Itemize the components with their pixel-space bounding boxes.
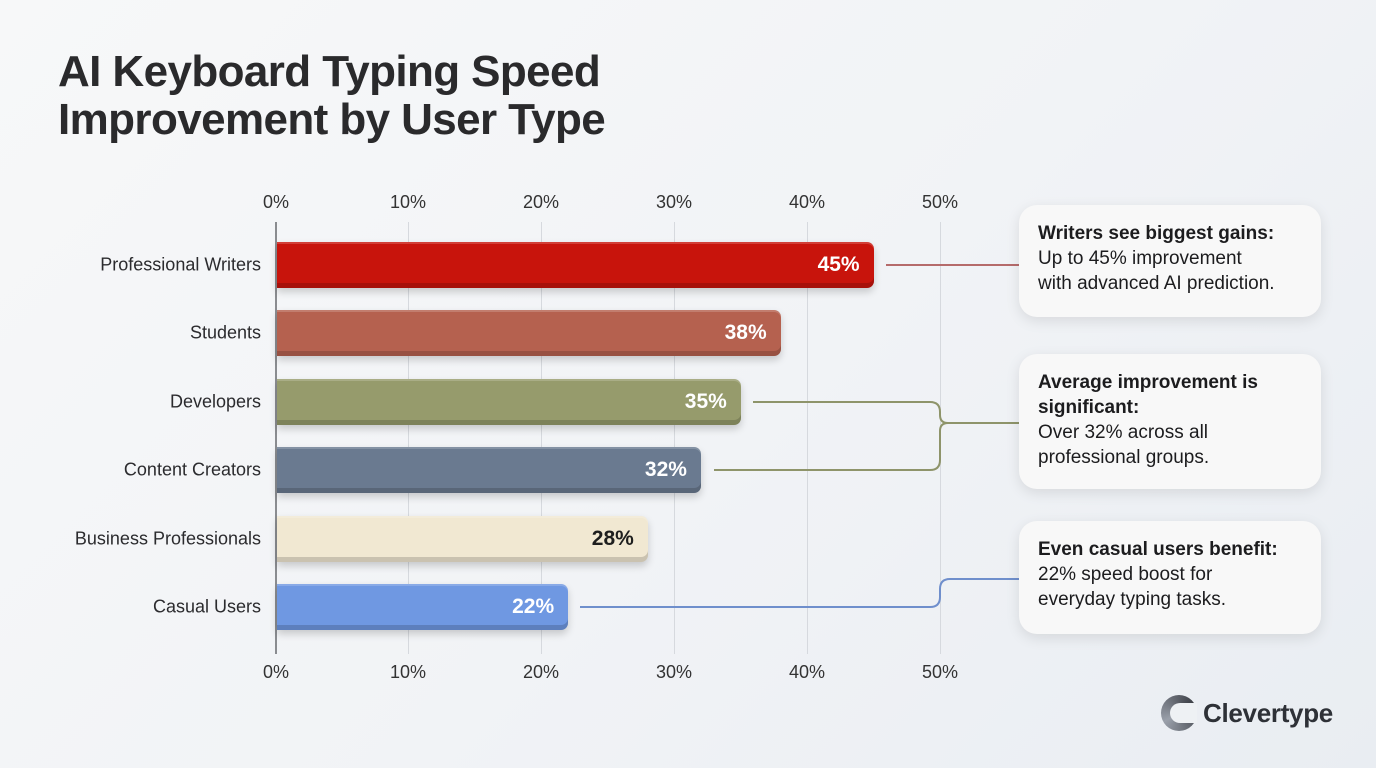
chart-title-line-1: AI Keyboard Typing Speed bbox=[58, 47, 601, 96]
connector-casual bbox=[580, 578, 1020, 608]
chart-title: AI Keyboard Typing Speed Improvement by … bbox=[58, 47, 606, 144]
x-axis-bottom: 0% 10% 20% 30% 40% 50% bbox=[0, 662, 1000, 686]
bar-value-label: 32% bbox=[644, 458, 687, 481]
brand-logo: Clevertype bbox=[1161, 695, 1333, 731]
x-tick-bottom: 50% bbox=[921, 662, 959, 682]
category-label-professional-writers: Professional Writers bbox=[100, 254, 261, 275]
gridline-10 bbox=[408, 222, 409, 654]
callout-line: with advanced AI prediction. bbox=[1038, 273, 1275, 294]
bar-value-label: 35% bbox=[684, 390, 727, 413]
bar-content-creators: 32% bbox=[277, 447, 701, 493]
callout-casual: Even casual users benefit: 22% speed boo… bbox=[1019, 521, 1321, 634]
x-axis-top: 0% 10% 20% 30% 40% 50% bbox=[0, 192, 1000, 216]
gridline-20 bbox=[541, 222, 542, 654]
gridline-30 bbox=[674, 222, 675, 654]
callout-line: Over 32% across all bbox=[1038, 422, 1209, 443]
x-tick-top: 0% bbox=[262, 192, 290, 212]
callout-heading: Even casual users benefit: bbox=[1038, 539, 1278, 560]
connector-average-bracket bbox=[714, 401, 1020, 471]
callout-line: professional groups. bbox=[1038, 447, 1210, 468]
callout-line: Up to 45% improvement bbox=[1038, 248, 1242, 269]
bar-value-label: 38% bbox=[724, 321, 767, 344]
x-tick-bottom: 20% bbox=[522, 662, 560, 682]
callout-line: everyday typing tasks. bbox=[1038, 589, 1226, 610]
gridline-50 bbox=[940, 222, 941, 654]
category-label-developers: Developers bbox=[169, 391, 261, 412]
bar-value-label: 45% bbox=[817, 253, 860, 276]
callout-heading: Writers see biggest gains: bbox=[1038, 223, 1275, 244]
bar-professional-writers: 45% bbox=[277, 242, 874, 288]
callout-heading: Average improvement is significant: bbox=[1038, 372, 1258, 418]
x-tick-top: 50% bbox=[921, 192, 959, 212]
category-label-students: Students bbox=[189, 322, 261, 343]
clevertype-logo-icon bbox=[1161, 695, 1197, 731]
x-tick-bottom: 10% bbox=[389, 662, 427, 682]
category-label-content-creators: Content Creators bbox=[123, 459, 261, 480]
x-tick-bottom: 0% bbox=[262, 662, 290, 682]
callout-average: Average improvement is significant: Over… bbox=[1019, 354, 1321, 489]
bar-students: 38% bbox=[277, 310, 781, 356]
chart-title-line-2: Improvement by User Type bbox=[58, 95, 606, 144]
x-tick-top: 10% bbox=[389, 192, 427, 212]
x-tick-bottom: 30% bbox=[655, 662, 693, 682]
bar-casual-users: 22% bbox=[277, 584, 569, 630]
bar-business-professionals: 28% bbox=[277, 516, 648, 562]
y-axis-line bbox=[275, 222, 277, 654]
category-label-business-professionals: Business Professionals bbox=[74, 528, 261, 549]
x-tick-bottom: 40% bbox=[788, 662, 826, 682]
callout-writers: Writers see biggest gains: Up to 45% imp… bbox=[1019, 205, 1321, 317]
callout-line: 22% speed boost for bbox=[1038, 564, 1213, 585]
category-label-casual-users: Casual Users bbox=[152, 596, 261, 617]
x-tick-top: 20% bbox=[522, 192, 560, 212]
bar-value-label: 22% bbox=[512, 595, 555, 618]
bar-developers: 35% bbox=[277, 379, 741, 425]
x-tick-top: 40% bbox=[788, 192, 826, 212]
x-tick-top: 30% bbox=[655, 192, 693, 212]
brand-name: Clevertype bbox=[1203, 697, 1333, 728]
bar-value-label: 28% bbox=[591, 527, 634, 550]
